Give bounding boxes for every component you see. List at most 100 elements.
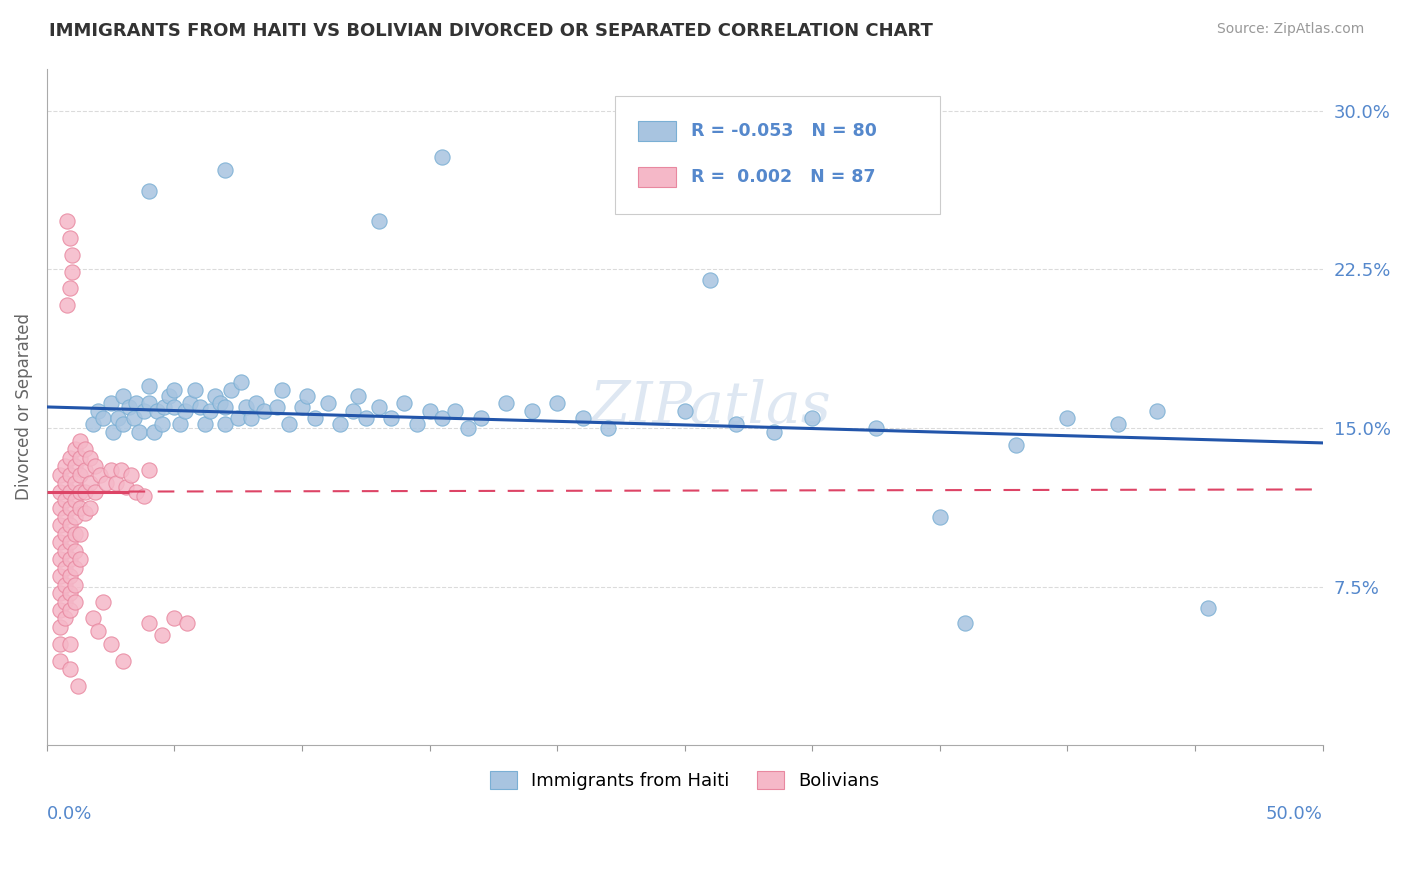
Point	[59, 501, 82, 516]
Text: 0.0%: 0.0%	[46, 805, 93, 822]
Point	[145, 404, 167, 418]
Point	[138, 184, 160, 198]
Point	[69, 434, 91, 448]
Point	[219, 383, 242, 397]
Point	[100, 463, 122, 477]
Point	[84, 459, 107, 474]
Point	[143, 425, 166, 440]
Point	[214, 400, 236, 414]
Point	[59, 637, 82, 651]
Point	[53, 560, 76, 574]
Point	[75, 442, 97, 457]
Point	[87, 624, 110, 639]
FancyBboxPatch shape	[614, 95, 939, 214]
Point	[60, 264, 83, 278]
Point	[226, 410, 249, 425]
Point	[115, 480, 138, 494]
Point	[59, 231, 82, 245]
Point	[53, 527, 76, 541]
Point	[138, 463, 160, 477]
Point	[245, 395, 267, 409]
Point	[270, 383, 292, 397]
Point	[79, 450, 101, 465]
Point	[100, 637, 122, 651]
Point	[214, 417, 236, 431]
Point	[59, 518, 82, 533]
Point	[63, 543, 86, 558]
FancyBboxPatch shape	[637, 167, 676, 187]
Point	[209, 395, 232, 409]
Point	[214, 163, 236, 178]
Point	[179, 395, 201, 409]
Point	[75, 506, 97, 520]
Point	[128, 425, 150, 440]
Point	[229, 375, 252, 389]
Point	[117, 400, 139, 414]
Point	[380, 410, 402, 425]
Point	[100, 395, 122, 409]
Point	[48, 552, 70, 566]
Text: R = -0.053   N = 80: R = -0.053 N = 80	[692, 122, 877, 140]
Point	[495, 395, 517, 409]
Point	[419, 404, 441, 418]
Point	[104, 476, 127, 491]
Point	[82, 611, 104, 625]
Point	[69, 467, 91, 482]
Point	[79, 476, 101, 491]
Point	[1005, 438, 1028, 452]
Point	[112, 389, 135, 403]
Text: 50.0%: 50.0%	[1265, 805, 1323, 822]
Point	[198, 404, 221, 418]
Point	[347, 389, 370, 403]
Point	[59, 552, 82, 566]
Point	[169, 417, 191, 431]
Point	[122, 410, 145, 425]
Point	[59, 603, 82, 617]
Point	[53, 611, 76, 625]
Point	[132, 489, 155, 503]
Point	[150, 417, 173, 431]
Point	[59, 281, 82, 295]
Point	[75, 463, 97, 477]
Point	[457, 421, 479, 435]
Point	[138, 615, 160, 630]
Point	[53, 577, 76, 591]
Point	[120, 467, 142, 482]
Point	[235, 400, 257, 414]
Point	[316, 395, 339, 409]
Point	[392, 395, 415, 409]
Point	[69, 450, 91, 465]
Point	[63, 527, 86, 541]
Point	[110, 463, 132, 477]
Point	[53, 459, 76, 474]
Point	[48, 535, 70, 549]
Point	[48, 654, 70, 668]
Point	[112, 654, 135, 668]
Text: IMMIGRANTS FROM HAITI VS BOLIVIAN DIVORCED OR SEPARATED CORRELATION CHART: IMMIGRANTS FROM HAITI VS BOLIVIAN DIVORC…	[49, 22, 934, 40]
Point	[699, 273, 721, 287]
Point	[79, 501, 101, 516]
Point	[56, 298, 79, 312]
Point	[56, 214, 79, 228]
Point	[163, 400, 186, 414]
Point	[59, 484, 82, 499]
Point	[1056, 410, 1078, 425]
Point	[84, 484, 107, 499]
Point	[63, 442, 86, 457]
Point	[69, 484, 91, 499]
Point	[157, 389, 180, 403]
Point	[266, 400, 288, 414]
Point	[91, 410, 114, 425]
Point	[89, 467, 111, 482]
Point	[295, 389, 318, 403]
Point	[571, 410, 593, 425]
Point	[329, 417, 352, 431]
Point	[1197, 600, 1219, 615]
Point	[48, 501, 70, 516]
Point	[204, 389, 226, 403]
Point	[1146, 404, 1168, 418]
Text: Source: ZipAtlas.com: Source: ZipAtlas.com	[1216, 22, 1364, 37]
Point	[138, 379, 160, 393]
Point	[125, 484, 148, 499]
Point	[470, 410, 492, 425]
